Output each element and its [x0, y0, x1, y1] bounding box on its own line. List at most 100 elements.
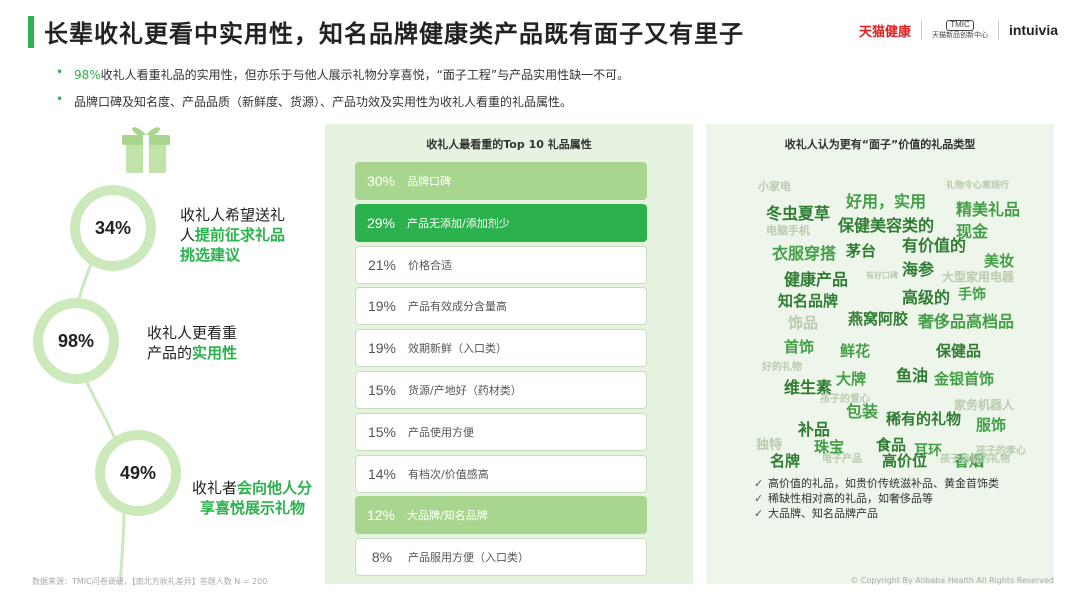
attribute-bar: 29% 产品无添加/添加剂少 [355, 203, 647, 242]
stat-line: 收礼人希望送礼 [180, 206, 286, 224]
cloud-word: 保健美容类的 [838, 216, 935, 235]
attribute-bar: 12% 大品牌/知名品牌 [355, 496, 647, 535]
attribute-label: 品牌口碑 [407, 175, 451, 188]
cloud-word: 电子产品 [822, 454, 862, 465]
bullet-highlight: 98% [74, 68, 101, 82]
cloud-word: 香烟 [954, 452, 985, 470]
cloud-word: 名牌 [770, 452, 801, 470]
cloud-word: 孩子的爱心 [820, 394, 870, 405]
attribute-label: 大品牌/知名品牌 [407, 509, 488, 523]
title-accent-bar [28, 16, 34, 48]
cloud-word: 奢侈品高档品 [918, 312, 1015, 331]
stat-text: 收礼者 [192, 479, 238, 497]
stat-circle: 34% [70, 185, 156, 271]
cloud-word: 珠宝 [814, 438, 845, 456]
cloud-word: 燕窝阿胶 [848, 310, 909, 328]
bullet-item: 98%收礼人看重礼品的实用性，但亦乐于与他人展示礼物分享喜悦，“面子工程”与产品… [56, 65, 629, 83]
attribute-percent: 21% [367, 256, 397, 273]
note-item: 大品牌、知名品牌产品 [754, 506, 1024, 521]
left-stats: 34% 收礼人希望送礼 人提前征求礼品 挑选建议 98% 收礼人更看重 产品的实… [0, 115, 330, 585]
stat-circle: 98% [33, 298, 119, 384]
attribute-bar: 21% 价格合适 [355, 245, 647, 284]
panel-title: 收礼人认为更有“面子”价值的礼品类型 [784, 138, 976, 151]
cloud-word: 包装 [846, 402, 879, 421]
attribute-bar: 30% 品牌口碑 [355, 162, 647, 200]
attribute-label: 产品服用方便（入口类） [408, 551, 529, 565]
source-note: 数据来源：TMIC问卷调研，【南北方收礼差异】答题人数 N = 200 [32, 577, 268, 586]
cloud-word: 孩子的孝心 [976, 446, 1026, 457]
stat-description: 收礼人更看重 产品的实用性 [147, 323, 237, 363]
cloud-word: 现金 [956, 222, 989, 241]
stat-highlight: 挑选建议 [180, 246, 241, 264]
panel-title: 收礼人最看重的Top 10 礼品属性 [426, 138, 592, 151]
cloud-word: 精美礼品 [956, 200, 1021, 219]
attribute-percent: 12% [366, 507, 396, 524]
attribute-percent: 30% [366, 173, 396, 189]
cloud-word: 电脑手机 [766, 224, 810, 237]
cloud-word: 高价位 [882, 452, 928, 470]
attribute-bar: 15% 产品使用方便 [355, 412, 647, 451]
cloud-word: 冬虫夏草 [766, 204, 831, 223]
stat-line: 产品的实用性 [147, 343, 237, 363]
face-value-gifts-panel: 收礼人认为更有“面子”价值的礼品类型 小家电 礼物令心意践行 好用，实用 精美礼品 冬虫… [706, 124, 1054, 584]
cloud-word: 维生素 [784, 378, 833, 397]
cloud-word: 有好口碑 [866, 271, 898, 280]
cloud-word: 好的礼物 [762, 362, 802, 373]
attribute-bar: 8% 产品服用方便（入口类） [355, 538, 647, 577]
attribute-label: 效期新鲜（入口类） [408, 342, 507, 356]
attribute-label: 有档次/价值感高 [408, 467, 489, 481]
attribute-bar: 19% 效期新鲜（入口类） [355, 329, 647, 368]
attribute-bar: 19% 产品有效成分含量高 [355, 287, 647, 326]
cloud-word: 健康产品 [784, 270, 849, 289]
cloud-word: 大型家用电器 [942, 270, 1015, 284]
cloud-word: 饰品 [788, 314, 819, 332]
attribute-label: 产品无添加/添加剂少 [407, 216, 510, 230]
note-item: 高价值的礼品，如贵价传统滋补品、黄金首饰类 [754, 476, 1024, 491]
cloud-word: 保健品 [936, 342, 982, 360]
cloud-word: 补品 [798, 420, 831, 439]
cloud-word: 服饰 [976, 416, 1007, 434]
cloud-word: 好用，实用 [846, 192, 927, 211]
cloud-word: 手饰 [958, 287, 986, 303]
bullet-item: 品牌口碑及知名度、产品品质（新鲜度、货源）、产品功效及实用性为收礼人看重的礼品属… [56, 92, 629, 110]
cloud-word: 衣服穿搭 [772, 244, 837, 263]
tmic-logo: TMIC 天猫新品创新中心 [932, 20, 988, 39]
gift-icon [122, 127, 170, 173]
cloud-word: 礼物令心意践行 [946, 181, 1010, 191]
connector-curve [73, 186, 126, 585]
attribute-bar: 14% 有档次/价值感高 [355, 454, 647, 493]
intuivia-logo: intuivia [1008, 22, 1058, 38]
stat-text: 人 [180, 226, 196, 244]
cloud-word: 有价值的 [902, 236, 967, 255]
logo-divider [920, 20, 922, 40]
stat-line: 收礼者会向他人分 [192, 478, 312, 498]
cloud-word: 鲜花 [840, 342, 871, 360]
logo-divider [997, 20, 999, 40]
page-title: 长辈收礼更看中实用性，知名品牌健康类产品既有面子又有里子 [44, 20, 744, 48]
attribute-percent: 8% [371, 549, 393, 566]
summary-bullets: 98%收礼人看重礼品的实用性，但亦乐于与他人展示礼物分享喜悦，“面子工程”与产品… [56, 65, 629, 120]
cloud-word: 鱼油 [896, 366, 929, 385]
attribute-percent: 15% [367, 423, 397, 440]
stat-highlight: 实用性 [192, 344, 238, 362]
attribute-percent: 29% [366, 214, 396, 231]
stat-line: 人提前征求礼品 [180, 225, 285, 245]
top10-attributes-panel: 收礼人最看重的Top 10 礼品属性 30% 品牌口碑 29% 产品无添加/添加剂少 2… [325, 124, 693, 584]
cloud-word: 耳环 [914, 443, 942, 459]
stat-circle: 49% [95, 430, 181, 516]
attribute-percent: 15% [367, 381, 397, 398]
notes-list: 高价值的礼品，如贵价传统滋补品、黄金首饰类 稀缺性相对高的礼品，如奢侈品等 大品… [754, 476, 1024, 521]
cloud-word: 高级的 [902, 288, 951, 307]
cloud-word: 首饰 [784, 338, 815, 356]
cloud-word: 食品 [876, 436, 907, 454]
word-cloud: 小家电 礼物令心意践行 好用，实用 精美礼品 冬虫夏草 保健美容类的 现金 电脑手机 有价值的 衣… [706, 158, 1054, 470]
cloud-word: 金银首饰 [934, 370, 995, 388]
stat-description: 收礼人希望送礼 人提前征求礼品 挑选建议 [180, 205, 285, 265]
attribute-bar: 15% 货源/产地好（药材类） [355, 370, 647, 409]
attribute-label: 货源/产地好（药材类） [408, 383, 522, 397]
cloud-word: 家务机器人 [954, 398, 1015, 412]
tmall-health-logo: 天猫健康 [858, 23, 911, 39]
cloud-word: 大牌 [836, 370, 867, 388]
stat-highlight: 提前征求礼品 [195, 226, 286, 244]
tmic-logo-text: 天猫新品创新中心 [931, 32, 988, 40]
